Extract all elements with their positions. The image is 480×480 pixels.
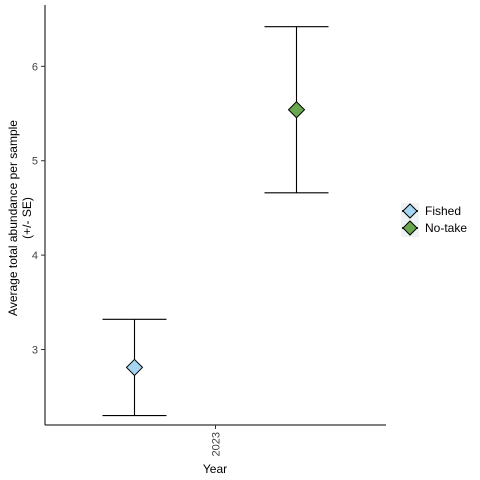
x-axis-title: Year <box>203 462 227 476</box>
y-axis-title-line1: Average total abundance per sample <box>6 120 20 316</box>
legend-key-diamond <box>402 203 418 219</box>
y-tick-label: 4 <box>32 250 38 262</box>
y-axis-title-line2: (+/- SE) <box>20 197 34 239</box>
legend-label: No-take <box>425 221 467 235</box>
x-tick-label: 2023 <box>211 432 223 456</box>
y-tick-label: 6 <box>32 61 38 73</box>
plot-area <box>102 26 329 417</box>
legend-key-diamond <box>402 220 418 236</box>
y-tick-label: 5 <box>32 156 38 168</box>
legend-label: Fished <box>425 204 461 218</box>
data-point-fished <box>125 358 144 377</box>
legend: Fished No-take <box>401 203 467 237</box>
axes <box>44 5 386 426</box>
y-tick-label: 3 <box>32 344 38 356</box>
y-ticks: 3 4 5 6 <box>32 61 45 356</box>
data-point-no-take <box>287 101 306 119</box>
x-ticks: 2023 <box>211 425 223 456</box>
